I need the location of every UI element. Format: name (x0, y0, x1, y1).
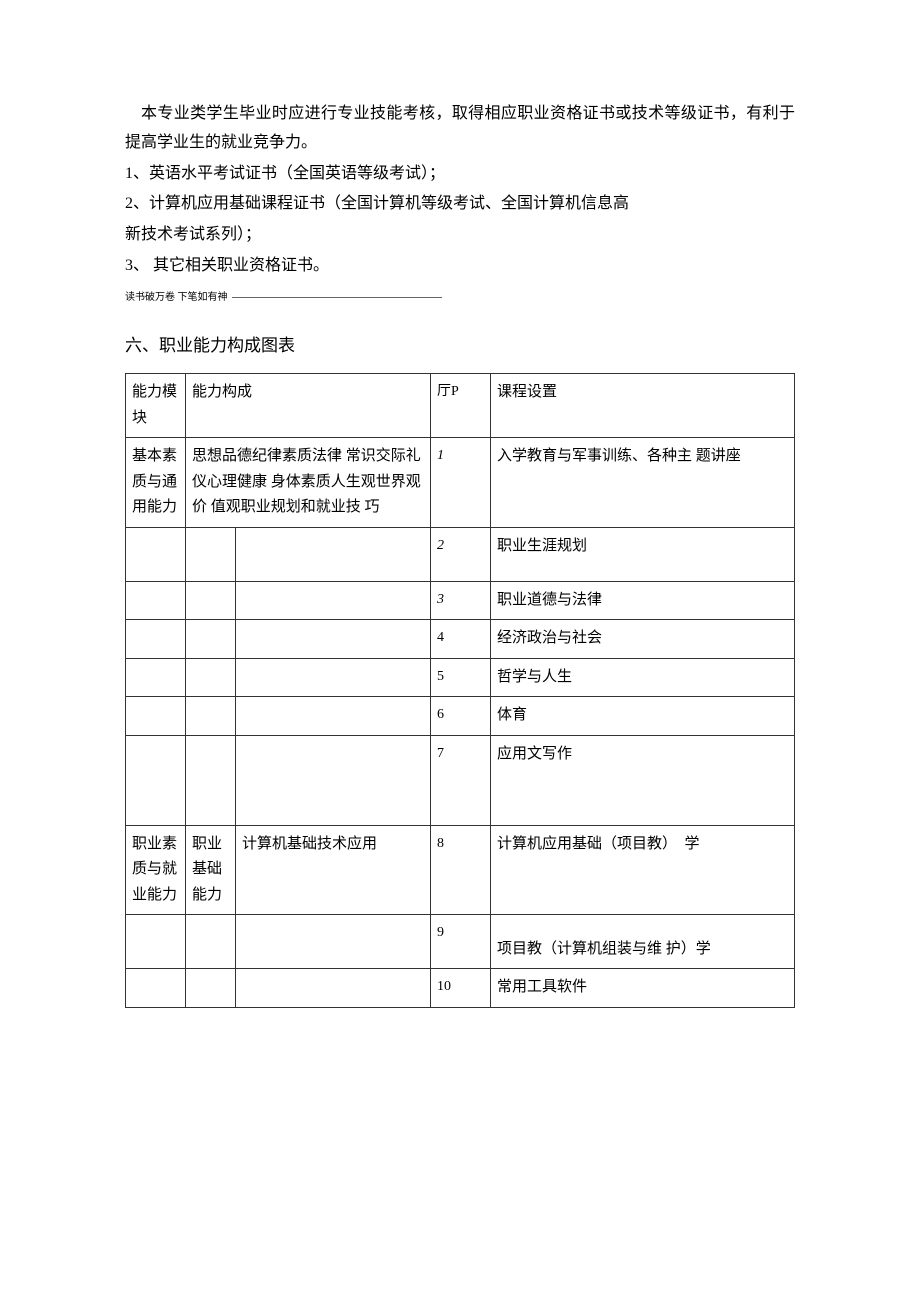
cell-seq: 8 (431, 825, 491, 915)
cell-seq: 3 (431, 581, 491, 620)
cell-module (126, 969, 186, 1008)
header-module: 能力模块 (126, 374, 186, 438)
cell-comp-b (236, 527, 431, 581)
cell-course: 职业生涯规划 (491, 527, 795, 581)
cell-seq: 10 (431, 969, 491, 1008)
intro-item-2-line2: 新技术考试系列）； (125, 221, 795, 250)
cell-course: 体育 (491, 697, 795, 736)
cell-module (126, 697, 186, 736)
table-header-row: 能力模块 能力构成 厅P 课程设置 (126, 374, 795, 438)
table-row: 3 职业道德与法律 (126, 581, 795, 620)
intro-item-2-line1: 2、计算机应用基础课程证书（全国计算机等级考试、全国计算机信息高 (125, 190, 795, 219)
footnote-text: 读书破万卷 下笔如有神 (125, 289, 228, 307)
cell-seq: 5 (431, 658, 491, 697)
intro-item-3: 3、 其它相关职业资格证书。 (125, 252, 795, 281)
cell-comp-b (236, 969, 431, 1008)
header-composition: 能力构成 (186, 374, 431, 438)
table-row: 职业素质与就业能力 职业基础能力 计算机基础技术应用 8 计算机应用基础（项目教… (126, 825, 795, 915)
cell-module: 基本素质与通用能力 (126, 438, 186, 528)
cell-module (126, 581, 186, 620)
table-row: 6 体育 (126, 697, 795, 736)
cell-seq: 9 (431, 915, 491, 969)
cell-module (126, 527, 186, 581)
cell-course: 项目教（计算机组装与维 护）学 (491, 915, 795, 969)
cell-comp-a: 职业基础能力 (186, 825, 236, 915)
intro-paragraph-1: 本专业类学生毕业时应进行专业技能考核，取得相应职业资格证书或技术等级证书，有利于… (125, 100, 795, 158)
cell-course: 常用工具软件 (491, 969, 795, 1008)
cell-comp-a (186, 969, 236, 1008)
cell-comp-b (236, 658, 431, 697)
cell-course: 哲学与人生 (491, 658, 795, 697)
intro-item-1: 1、英语水平考试证书（全国英语等级考试）； (125, 160, 795, 189)
cell-comp-a (186, 581, 236, 620)
table-row: 7 应用文写作 (126, 735, 795, 825)
cell-seq: 2 (431, 527, 491, 581)
cell-comp-b: 计算机基础技术应用 (236, 825, 431, 915)
cell-comp-b (236, 620, 431, 659)
page-footnote: 读书破万卷 下笔如有神 (125, 289, 795, 307)
cell-seq: 6 (431, 697, 491, 736)
cell-seq: 4 (431, 620, 491, 659)
table-row: 4 经济政治与社会 (126, 620, 795, 659)
cell-comp-b (236, 915, 431, 969)
header-course: 课程设置 (491, 374, 795, 438)
cell-comp-b (236, 697, 431, 736)
cell-comp-b (236, 581, 431, 620)
cell-comp-a (186, 697, 236, 736)
table-row: 9 项目教（计算机组装与维 护）学 (126, 915, 795, 969)
cell-module (126, 735, 186, 825)
cell-seq: 7 (431, 735, 491, 825)
cell-comp-b (236, 735, 431, 825)
cell-course: 应用文写作 (491, 735, 795, 825)
cell-seq: 1 (431, 438, 491, 528)
table-row: 10 常用工具软件 (126, 969, 795, 1008)
cell-module (126, 620, 186, 659)
header-seq: 厅P (431, 374, 491, 438)
cell-course: 入学教育与军事训练、各种主 题讲座 (491, 438, 795, 528)
table-row: 基本素质与通用能力 思想品德纪律素质法律 常识交际礼仪心理健康 身体素质人生观世… (126, 438, 795, 528)
section-heading: 六、职业能力构成图表 (125, 331, 795, 362)
cell-course: 计算机应用基础（项目教） 学 (491, 825, 795, 915)
cell-course: 职业道德与法律 (491, 581, 795, 620)
cell-comp-a (186, 527, 236, 581)
cell-module: 职业素质与就业能力 (126, 825, 186, 915)
cell-module (126, 658, 186, 697)
cell-comp-a (186, 620, 236, 659)
footnote-divider (232, 297, 442, 298)
cell-course: 经济政治与社会 (491, 620, 795, 659)
table-row: 5 哲学与人生 (126, 658, 795, 697)
cell-comp-a (186, 735, 236, 825)
cell-comp-a (186, 915, 236, 969)
ability-table: 能力模块 能力构成 厅P 课程设置 基本素质与通用能力 思想品德纪律素质法律 常… (125, 373, 795, 1008)
cell-comp-a (186, 658, 236, 697)
cell-module (126, 915, 186, 969)
table-row: 2 职业生涯规划 (126, 527, 795, 581)
cell-composition: 思想品德纪律素质法律 常识交际礼仪心理健康 身体素质人生观世界观价 值观职业规划… (186, 438, 431, 528)
